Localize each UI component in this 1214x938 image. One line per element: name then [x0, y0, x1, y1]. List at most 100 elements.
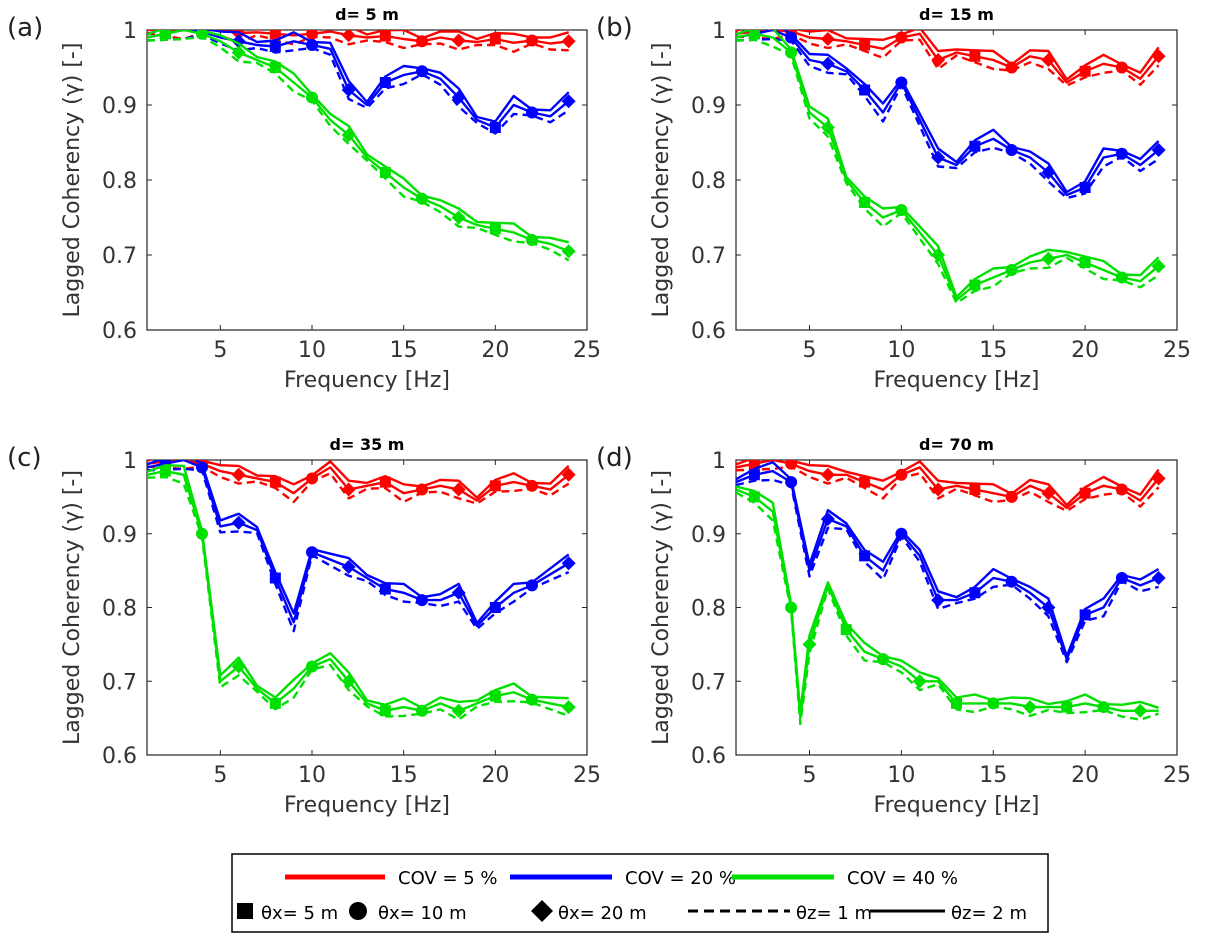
data-point-cov40	[1115, 271, 1128, 284]
data-point-cov5	[1041, 486, 1056, 501]
series-line-cov40	[147, 475, 570, 721]
y-tick-label: 0.9	[691, 523, 726, 548]
x-tick-label: 5	[213, 763, 227, 788]
data-point-cov5	[895, 31, 908, 44]
data-point-cov40	[341, 128, 356, 142]
series-line-cov40	[736, 488, 1159, 720]
panel-title: d= 70 m	[919, 435, 994, 454]
data-point-cov40	[379, 167, 391, 178]
data-point-cov40	[341, 674, 356, 689]
data-point-cov20	[489, 602, 501, 613]
data-point-cov20	[306, 546, 318, 559]
data-point-cov20	[489, 122, 501, 133]
x-tick-label: 10	[298, 763, 326, 788]
data-point-cov5	[489, 33, 501, 45]
panel-letter: (c)	[7, 443, 42, 473]
x-axis-label: Frequency [Hz]	[284, 368, 450, 393]
data-point-cov20	[859, 84, 871, 96]
x-tick-label: 20	[481, 763, 509, 788]
data-point-cov40	[748, 491, 760, 503]
data-point-cov20	[341, 559, 356, 574]
panel-letter: (b)	[596, 13, 633, 43]
y-tick-label: 0.8	[102, 169, 137, 194]
data-point-cov40	[951, 697, 962, 709]
series-line-cov20	[736, 478, 1159, 664]
data-point-cov20	[1041, 165, 1056, 180]
series-line-cov5	[736, 33, 1160, 87]
y-tick-label: 0.7	[691, 670, 726, 695]
series-line-cov5	[736, 465, 1160, 513]
data-point-cov20	[416, 65, 428, 78]
y-tick-label: 1	[123, 449, 137, 474]
circle-marker-icon	[349, 902, 367, 920]
data-point-cov20	[526, 106, 538, 119]
data-point-cov40	[931, 248, 946, 262]
x-tick-label: 25	[1163, 338, 1191, 363]
y-tick-label: 0.7	[102, 670, 137, 695]
data-point-cov40	[802, 637, 817, 652]
data-point-cov20	[895, 76, 908, 89]
legend-label-thetaz2: θz= 2 m	[951, 903, 1027, 924]
data-point-cov40	[969, 279, 981, 291]
series-line-cov5	[736, 30, 1160, 81]
y-tick-label: 0.8	[691, 597, 726, 622]
x-tick-label: 15	[979, 338, 1007, 363]
data-point-cov5	[561, 34, 576, 49]
data-point-cov40	[269, 697, 281, 709]
data-point-cov20	[526, 579, 538, 592]
data-point-cov40	[1023, 700, 1037, 715]
data-point-cov5	[561, 467, 576, 482]
data-point-cov40	[877, 653, 889, 666]
data-point-cov5	[1115, 61, 1128, 74]
x-tick-label: 25	[573, 338, 601, 363]
panel-letter: (d)	[596, 443, 633, 473]
x-tick-label: 20	[1071, 763, 1099, 788]
data-point-cov40	[785, 46, 798, 59]
data-point-cov20	[820, 512, 835, 526]
data-point-cov5	[859, 476, 871, 488]
y-tick-label: 0.8	[102, 597, 137, 622]
data-point-cov5	[451, 33, 466, 48]
data-point-cov40	[859, 197, 871, 208]
panel-title: d= 15 m	[919, 5, 994, 24]
data-point-cov5	[1079, 65, 1091, 77]
data-point-cov20	[1151, 571, 1166, 585]
data-point-cov40	[1061, 701, 1073, 713]
data-point-cov20	[451, 90, 466, 105]
data-point-cov5	[416, 35, 428, 48]
data-point-cov40	[526, 234, 538, 246]
data-point-cov40	[416, 704, 428, 717]
x-tick-label: 5	[213, 338, 227, 363]
data-point-cov5	[969, 484, 981, 495]
data-point-cov5	[526, 34, 538, 47]
legend-label-thetaz1: θz= 1 m	[796, 903, 872, 924]
data-point-cov20	[969, 140, 981, 152]
data-point-cov5	[931, 53, 946, 67]
data-point-cov5	[341, 30, 356, 43]
series-line-cov5	[255, 30, 570, 41]
data-point-cov5	[748, 460, 760, 470]
data-point-cov40	[1151, 259, 1166, 274]
x-tick-label: 10	[887, 763, 915, 788]
series-line-cov40	[736, 38, 1160, 305]
series-line-cov20	[736, 37, 1160, 200]
data-point-cov20	[561, 556, 576, 571]
x-tick-label: 10	[298, 338, 326, 363]
x-tick-label: 5	[803, 338, 817, 363]
data-layer	[736, 30, 1166, 305]
x-axis-label: Frequency [Hz]	[874, 793, 1040, 818]
data-point-cov20	[1151, 143, 1166, 157]
data-point-cov40	[526, 693, 538, 706]
data-point-cov20	[785, 31, 798, 44]
data-point-cov40	[912, 674, 927, 689]
y-axis-label: Lagged Coherency (γ) [-]	[60, 470, 85, 745]
data-point-cov20	[196, 461, 208, 474]
data-point-cov5	[1079, 487, 1091, 499]
data-point-cov5	[526, 479, 538, 492]
data-point-cov5	[379, 476, 391, 488]
data-point-cov5	[1005, 61, 1018, 74]
data-point-cov5	[1115, 483, 1128, 496]
